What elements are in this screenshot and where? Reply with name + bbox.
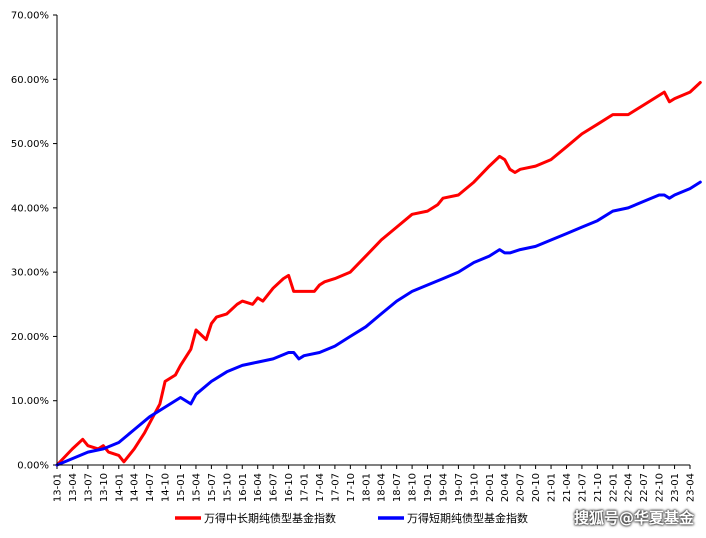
legend-label-1: 万得中长期纯债型基金指数 bbox=[204, 511, 336, 525]
x-tick-label: 23-01 bbox=[670, 473, 681, 502]
x-tick-label: 19-01 bbox=[423, 473, 434, 502]
x-tick-label: 21-01 bbox=[547, 473, 558, 502]
x-tick-label: 14-10 bbox=[161, 473, 172, 502]
x-tick-label: 23-04 bbox=[686, 473, 697, 502]
x-tick-label: 22-04 bbox=[624, 473, 635, 502]
x-tick-label: 17-10 bbox=[346, 473, 357, 502]
legend-label-2: 万得短期纯债型基金指数 bbox=[407, 511, 528, 525]
y-tick-label: 60.00% bbox=[11, 75, 49, 86]
x-tick-label: 16-04 bbox=[253, 473, 264, 502]
y-tick-label: 70.00% bbox=[11, 11, 49, 22]
x-tick-label: 18-10 bbox=[408, 473, 419, 502]
x-tick-label: 16-07 bbox=[269, 473, 280, 502]
y-tick-label: 50.00% bbox=[11, 139, 49, 150]
x-axis-ticks: 13-01 13-04 13-07 13-10 14-01 14-04 14-07 14-10… bbox=[53, 465, 697, 502]
x-tick-label: 22-07 bbox=[639, 473, 650, 502]
x-tick-label: 18-07 bbox=[392, 473, 403, 502]
x-tick-label: 15-10 bbox=[222, 473, 233, 502]
series-line-1 bbox=[55, 81, 702, 467]
x-tick-label: 19-10 bbox=[469, 473, 480, 502]
y-tick-label: 0.00% bbox=[17, 461, 49, 472]
x-tick-label: 19-04 bbox=[438, 473, 449, 502]
x-tick-label: 18-01 bbox=[361, 473, 372, 502]
x-tick-label: 17-04 bbox=[315, 473, 326, 502]
y-tick-label: 30.00% bbox=[11, 268, 49, 279]
y-tick-label: 40.00% bbox=[11, 203, 49, 214]
x-tick-label: 21-10 bbox=[593, 473, 604, 502]
watermark: 搜狐号@华夏基金 bbox=[573, 509, 694, 527]
x-tick-label: 14-07 bbox=[145, 473, 156, 502]
x-tick-label: 15-01 bbox=[176, 473, 187, 502]
x-tick-label: 13-07 bbox=[83, 473, 94, 502]
x-tick-label: 19-07 bbox=[454, 473, 465, 502]
y-tick-label: 10.00% bbox=[11, 396, 49, 407]
series-line-2 bbox=[55, 180, 702, 467]
x-tick-label: 18-04 bbox=[377, 473, 388, 502]
x-tick-label: 21-07 bbox=[577, 473, 588, 502]
x-tick-label: 20-01 bbox=[485, 473, 496, 502]
x-tick-label: 14-01 bbox=[114, 473, 125, 502]
x-tick-label: 16-10 bbox=[284, 473, 295, 502]
x-tick-label: 20-07 bbox=[516, 473, 527, 502]
x-tick-label: 17-01 bbox=[300, 473, 311, 502]
x-tick-label: 13-01 bbox=[53, 473, 64, 502]
x-tick-label: 13-04 bbox=[68, 473, 79, 502]
series-lines bbox=[55, 81, 702, 467]
x-tick-label: 22-10 bbox=[655, 473, 666, 502]
x-tick-label: 20-10 bbox=[531, 473, 542, 502]
x-tick-label: 15-04 bbox=[191, 473, 202, 502]
x-tick-label: 16-01 bbox=[238, 473, 249, 502]
x-tick-label: 22-01 bbox=[608, 473, 619, 502]
x-tick-label: 21-04 bbox=[562, 473, 573, 502]
x-tick-label: 14-04 bbox=[130, 473, 141, 502]
x-tick-label: 17-07 bbox=[330, 473, 341, 502]
y-tick-label: 20.00% bbox=[11, 332, 49, 343]
y-axis-ticks: 0.00% 10.00% 20.00% 30.00% 40.00% 50.00% 60.00… bbox=[11, 11, 57, 472]
x-tick-label: 20-04 bbox=[500, 473, 511, 502]
x-tick-label: 15-07 bbox=[207, 473, 218, 502]
x-tick-label: 13-10 bbox=[99, 473, 110, 502]
legend: 万得中长期纯债型基金指数 万得短期纯债型基金指数 bbox=[175, 511, 528, 525]
